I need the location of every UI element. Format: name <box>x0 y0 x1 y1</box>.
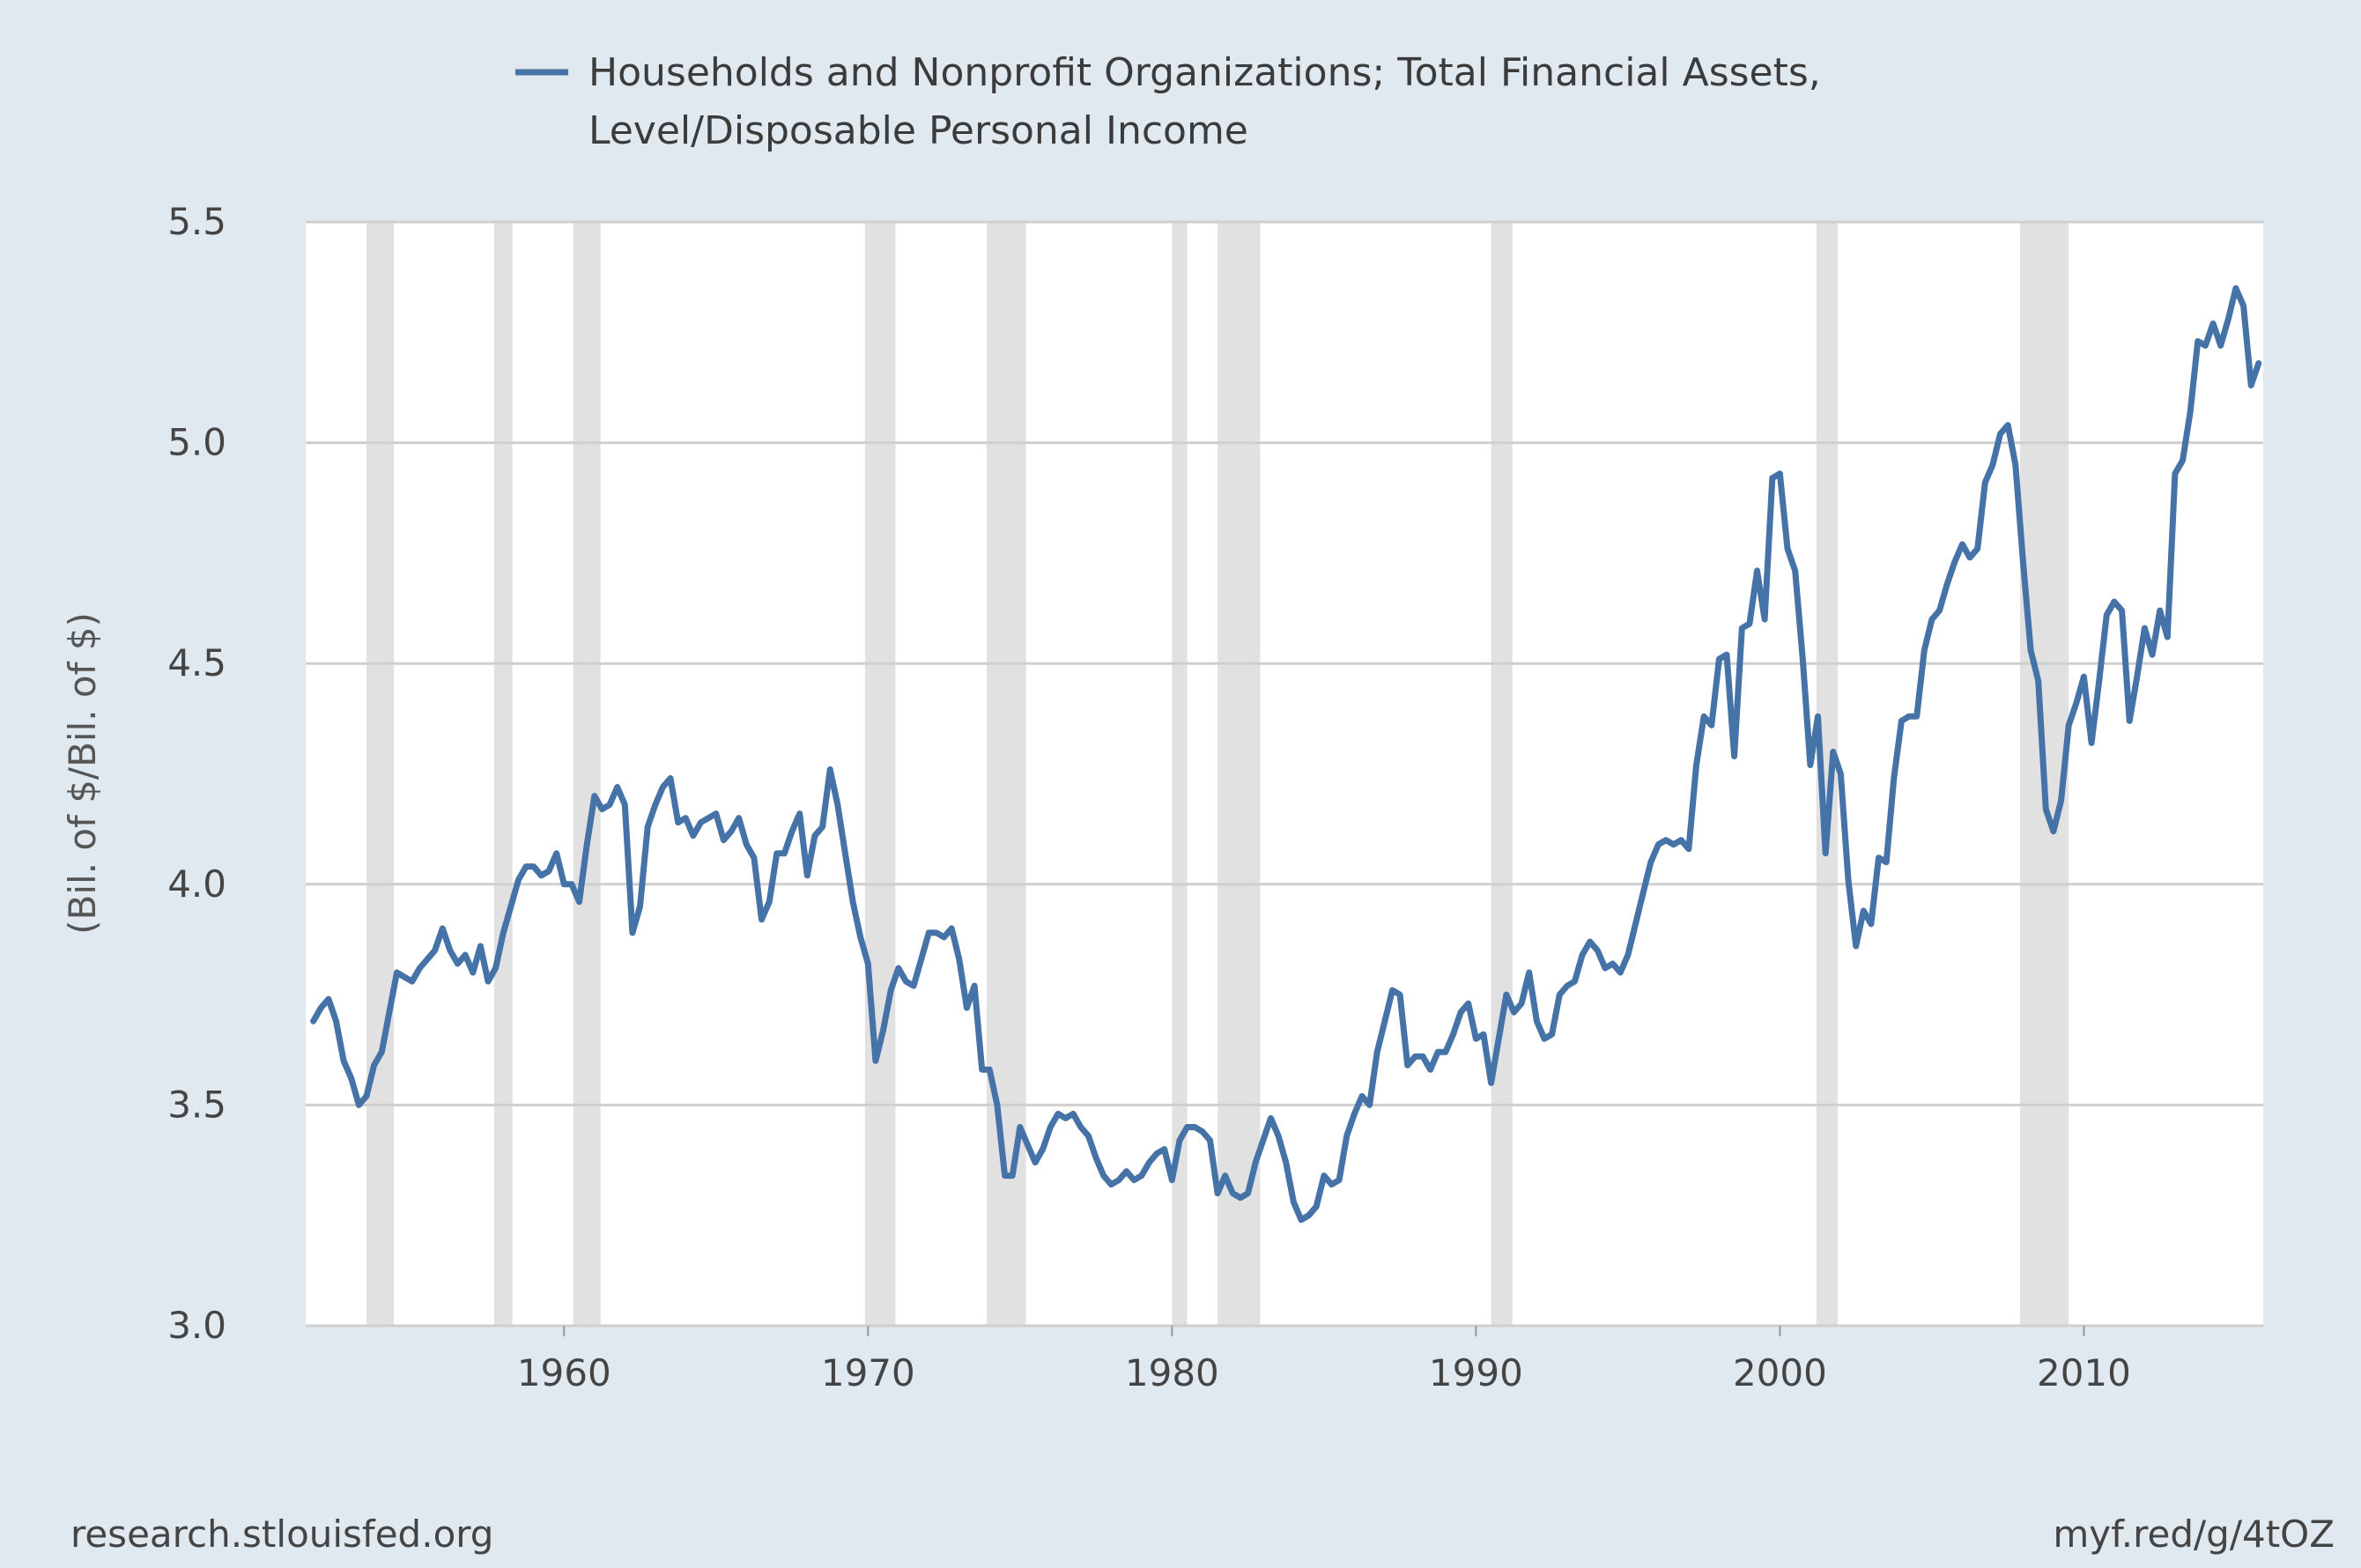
recession-band <box>1218 222 1261 1326</box>
footer-source[interactable]: research.stlouisfed.org <box>70 1513 494 1556</box>
y-tick-label: 4.5 <box>167 641 226 684</box>
y-tick-label: 5.0 <box>167 421 226 464</box>
y-tick-label: 3.0 <box>167 1304 226 1347</box>
chart: Households and Nonprofit Organizations; … <box>61 50 2263 1394</box>
y-tick-labels: 3.0 3.5 4.0 4.5 5.0 5.5 <box>167 200 226 1347</box>
recession-band <box>1172 222 1188 1326</box>
recession-band <box>493 222 513 1326</box>
recession-band <box>986 222 1026 1326</box>
x-tick-label: 2000 <box>1733 1351 1827 1394</box>
y-tick-label: 5.5 <box>167 200 226 243</box>
x-tick-label: 1960 <box>517 1351 611 1394</box>
series-layer <box>310 285 2262 1224</box>
y-axis-label: (Bil. of $/Bil. of $) <box>61 612 104 935</box>
x-tick-label: 1980 <box>1125 1351 1219 1394</box>
recession-band <box>864 222 896 1326</box>
recession-band <box>366 222 395 1326</box>
plot-area <box>306 222 2263 1326</box>
legend: Households and Nonprofit Organizations; … <box>515 50 1821 153</box>
recession-band <box>1491 222 1513 1326</box>
legend-label-line1: Households and Nonprofit Organizations; … <box>588 50 1821 95</box>
footer-shortlink[interactable]: myf.red/g/4tOZ <box>2053 1513 2335 1556</box>
series-line <box>310 285 2262 1224</box>
recession-band <box>573 222 601 1326</box>
x-tick-label: 1990 <box>1429 1351 1523 1394</box>
x-tick-label: 1970 <box>821 1351 915 1394</box>
x-tick-label: 2010 <box>2037 1351 2131 1394</box>
legend-label-line2: Level/Disposable Personal Income <box>588 108 1248 153</box>
y-tick-label: 3.5 <box>167 1083 226 1126</box>
y-tick-label: 4.0 <box>167 862 226 906</box>
x-tick-labels: 1960 1970 1980 1990 2000 2010 <box>517 1326 2131 1394</box>
